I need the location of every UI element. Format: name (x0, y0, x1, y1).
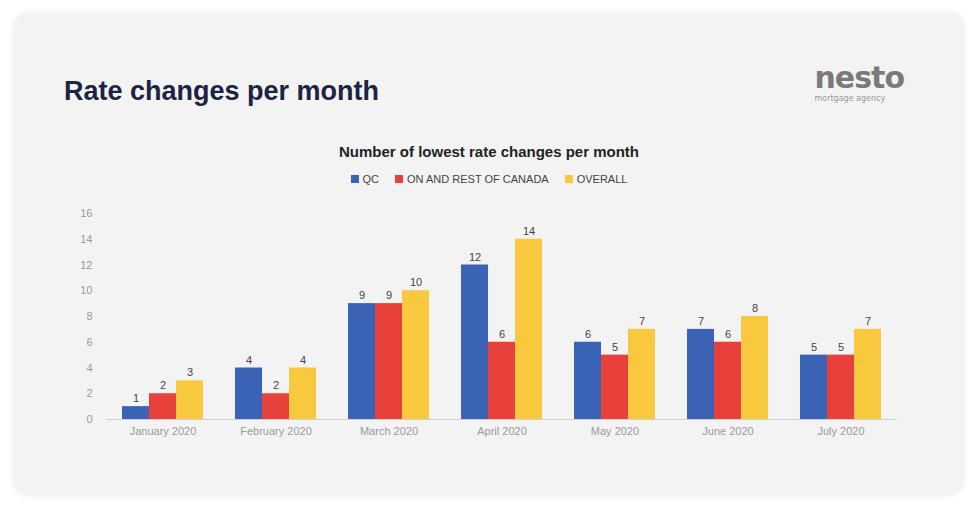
svg-text:March 2020: March 2020 (360, 425, 418, 437)
svg-text:12: 12 (469, 251, 481, 263)
svg-text:6: 6 (585, 328, 591, 340)
svg-text:July 2020: July 2020 (817, 425, 864, 437)
svg-text:14: 14 (80, 233, 92, 245)
html-text:Number of lowest rate changes: Number of lowest rate changes per month (339, 143, 639, 160)
html-text:Rate changes per month: Rate changes per month (64, 76, 380, 106)
svg-text:February 2020: February 2020 (240, 425, 312, 437)
svg-text:0: 0 (86, 413, 92, 425)
svg-text:7: 7 (865, 315, 871, 327)
svg-text:April 2020: April 2020 (477, 425, 527, 437)
html-text:QC: QC (362, 173, 380, 185)
html-text:nesto: nesto (814, 60, 904, 95)
svg-text:9: 9 (386, 289, 392, 301)
svg-text:4: 4 (86, 362, 92, 374)
svg-text:5: 5 (838, 341, 844, 353)
html-text:ON AND REST OF CANADA: ON AND REST OF CANADA (407, 173, 549, 185)
svg-text:1: 1 (133, 392, 139, 404)
svg-text:4: 4 (246, 354, 252, 366)
svg-text:May 2020: May 2020 (591, 425, 639, 437)
svg-text:6: 6 (725, 328, 731, 340)
svg-text:2: 2 (86, 387, 92, 399)
svg-text:5: 5 (811, 341, 817, 353)
svg-text:10: 10 (410, 276, 422, 288)
svg-text:6: 6 (86, 336, 92, 348)
svg-text:16: 16 (80, 207, 92, 219)
svg-text:2: 2 (160, 379, 166, 391)
html-text:OVERALL: OVERALL (576, 173, 628, 185)
svg-text:9: 9 (359, 289, 365, 301)
svg-text:January 2020: January 2020 (130, 425, 197, 437)
html-text:mortgage agency: mortgage agency (814, 94, 886, 103)
svg-text:2: 2 (273, 379, 279, 391)
svg-text:5: 5 (612, 341, 618, 353)
svg-text:8: 8 (752, 302, 758, 314)
svg-text:12: 12 (80, 259, 92, 271)
svg-text:4: 4 (300, 354, 306, 366)
svg-text:8: 8 (86, 310, 92, 322)
svg-text:3: 3 (187, 366, 193, 378)
svg-text:June 2020: June 2020 (702, 425, 753, 437)
svg-text:14: 14 (523, 225, 535, 237)
svg-text:7: 7 (639, 315, 645, 327)
svg-text:7: 7 (698, 315, 704, 327)
svg-text:6: 6 (499, 328, 505, 340)
svg-text:10: 10 (80, 284, 92, 296)
